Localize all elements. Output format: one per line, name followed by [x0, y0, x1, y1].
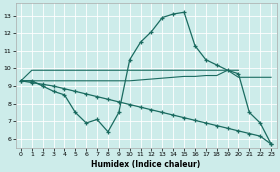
X-axis label: Humidex (Indice chaleur): Humidex (Indice chaleur) [91, 159, 201, 169]
